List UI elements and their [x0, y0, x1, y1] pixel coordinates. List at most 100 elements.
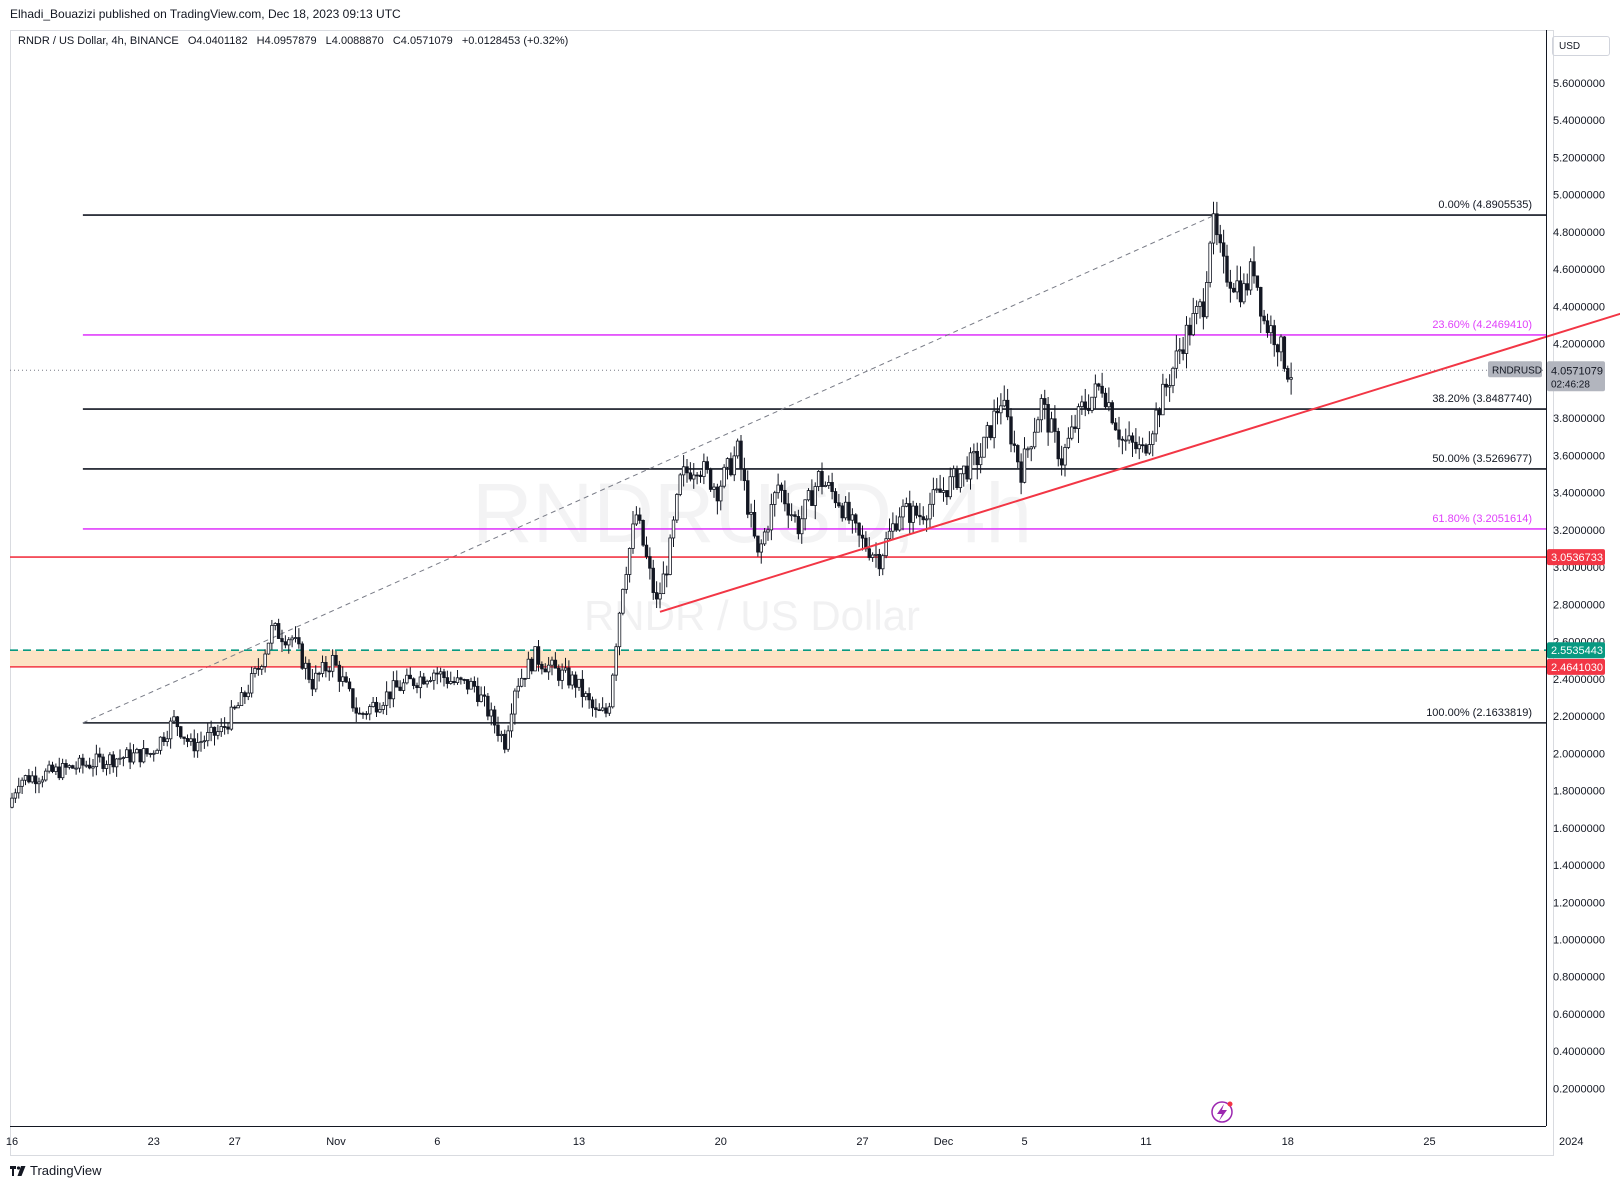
candle-body — [1049, 418, 1054, 433]
candle-body — [104, 764, 109, 769]
candle-body — [33, 775, 38, 785]
candle-body — [310, 679, 315, 690]
candle-body — [74, 767, 78, 770]
candle-body — [182, 736, 186, 739]
candle-body — [546, 664, 551, 673]
candle-body — [260, 666, 264, 670]
candle-body — [850, 514, 855, 521]
time-axis-tick-label: 13 — [573, 1136, 585, 1148]
time-axis-tick-label: 25 — [1423, 1136, 1435, 1148]
candle-body — [533, 646, 537, 672]
candle-body — [779, 484, 784, 491]
candle-body — [509, 713, 514, 732]
lightning-icon[interactable] — [1211, 1101, 1233, 1123]
candle-body — [995, 410, 1000, 414]
candle-body — [1255, 275, 1260, 288]
time-axis-tick-label: 27 — [856, 1136, 868, 1148]
candle-body — [1090, 396, 1094, 411]
candle-body — [472, 680, 477, 687]
candle-body — [246, 692, 250, 698]
candle-body — [857, 522, 861, 536]
candle-body — [860, 534, 865, 539]
tradingview-brand[interactable]: TradingView — [10, 1163, 102, 1178]
candle-body — [1205, 282, 1209, 318]
candle-body — [648, 556, 652, 569]
candle-body — [702, 461, 706, 477]
candle-body — [820, 471, 824, 487]
legend-close: C4.0571079 — [392, 35, 453, 47]
candle-body — [1070, 426, 1074, 439]
candle-body — [54, 766, 58, 772]
candle-body — [830, 482, 834, 492]
candle-body — [455, 677, 460, 684]
candle-body — [40, 779, 45, 783]
candle-body — [810, 490, 814, 506]
support-zone — [10, 650, 1546, 667]
candle-body — [77, 757, 82, 769]
fib-level-label: 0.00% (4.8905535) — [1438, 199, 1532, 211]
price-axis-tick-label: 2.8000000 — [1553, 599, 1605, 611]
ascending-trendline[interactable] — [659, 310, 1620, 613]
candle-body — [236, 705, 240, 709]
candle-body — [398, 686, 402, 691]
candle-body — [415, 685, 419, 689]
candle-body — [530, 658, 534, 672]
candle-body — [1103, 392, 1108, 408]
candle-body — [1059, 458, 1064, 466]
candle-body — [1073, 426, 1077, 430]
level-price-tag-bg — [1547, 549, 1605, 566]
candle-body — [627, 548, 632, 575]
level-price-tag-bg — [1547, 642, 1605, 659]
candle-body — [982, 436, 986, 458]
candle-body — [152, 752, 156, 755]
candle-body — [1002, 399, 1006, 407]
candle-body — [671, 519, 676, 539]
candle-body — [1269, 325, 1273, 334]
candle-body — [1029, 446, 1033, 450]
candle-body — [10, 797, 14, 808]
legend-high: H4.0957879 — [256, 35, 317, 47]
candle-body — [796, 516, 801, 535]
candle-body — [854, 514, 858, 524]
candle-body — [695, 474, 699, 477]
candle-body — [496, 724, 500, 736]
candle-body — [1228, 281, 1233, 289]
candle-body — [1194, 305, 1199, 314]
time-axis-border — [10, 1126, 1546, 1127]
candle-body — [94, 753, 99, 768]
candle-body — [222, 726, 227, 728]
candle-body — [1262, 315, 1266, 322]
candle-body — [216, 731, 220, 736]
candle-body — [283, 641, 288, 646]
price-axis-tick-label: 3.8000000 — [1553, 413, 1605, 425]
candle-body — [303, 662, 308, 669]
candle-body — [118, 757, 122, 760]
candle-body — [435, 672, 439, 675]
candle-body — [526, 658, 531, 679]
candle-body — [600, 707, 605, 711]
candle-body — [239, 692, 244, 707]
candle-body — [746, 480, 750, 515]
candle-body — [837, 502, 841, 507]
candle-body — [735, 440, 740, 457]
candle-body — [931, 489, 936, 505]
legend-symbol[interactable]: RNDR / US Dollar, 4h, BINANCE — [18, 35, 179, 47]
candle-body — [607, 706, 612, 714]
candle-body — [276, 623, 281, 639]
price-axis-tick-label: 2.2000000 — [1553, 711, 1605, 723]
candle-body — [992, 410, 996, 439]
level-price-tag: 2.5535443 — [1551, 645, 1603, 657]
candle-body — [44, 770, 48, 781]
candle-body — [789, 514, 794, 517]
candle-body — [145, 748, 149, 755]
candle-body — [1053, 418, 1057, 432]
candle-body — [91, 766, 95, 769]
candle-body — [1157, 409, 1162, 416]
candle-body — [604, 707, 608, 714]
candle-body — [344, 676, 348, 683]
candle-body — [1120, 438, 1125, 441]
candle-body — [489, 709, 493, 717]
currency-selector[interactable]: USD — [1552, 36, 1610, 56]
candle-body — [280, 638, 284, 643]
